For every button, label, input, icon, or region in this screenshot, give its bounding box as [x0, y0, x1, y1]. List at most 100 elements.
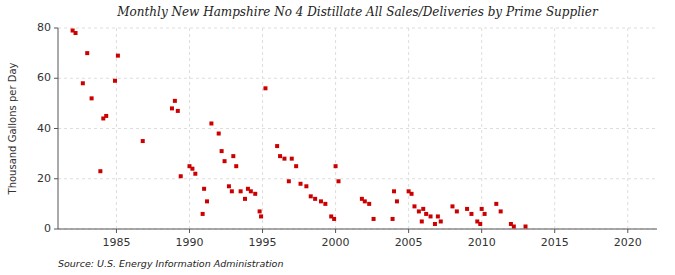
point — [323, 202, 327, 206]
y-tick-label: 40 — [37, 122, 51, 135]
point — [170, 106, 174, 110]
y-tick-label: 60 — [37, 71, 51, 84]
point — [74, 31, 78, 35]
point — [478, 222, 482, 226]
x-tick — [408, 229, 409, 233]
x-tick-label: 2005 — [395, 236, 423, 249]
point — [231, 154, 235, 158]
point — [104, 114, 108, 118]
point — [81, 81, 85, 85]
point — [469, 212, 473, 216]
point — [205, 199, 209, 203]
point — [367, 202, 371, 206]
point — [429, 214, 433, 218]
x-tick — [262, 229, 263, 233]
point — [243, 197, 247, 201]
y-tick-label: 80 — [37, 21, 51, 34]
points — [71, 29, 528, 229]
point — [249, 189, 253, 193]
point — [319, 199, 323, 203]
point — [524, 224, 528, 228]
point — [483, 212, 487, 216]
point — [190, 167, 194, 171]
x-tick-label: 2015 — [541, 236, 569, 249]
point — [499, 209, 503, 213]
point — [141, 139, 145, 143]
point — [116, 54, 120, 58]
point — [455, 209, 459, 213]
title: Monthly New Hampshire No 4 Distillate Al… — [116, 5, 599, 19]
point — [392, 189, 396, 193]
x-tick — [335, 229, 336, 233]
point — [424, 212, 428, 216]
grid-line-y — [58, 28, 657, 29]
x-tick — [116, 229, 117, 233]
point — [420, 219, 424, 223]
point — [85, 51, 89, 55]
point — [465, 207, 469, 211]
x-tick — [627, 229, 628, 233]
point — [98, 169, 102, 173]
y-axis-label: Thousand Gallons per Day — [7, 62, 18, 195]
point — [179, 174, 183, 178]
point — [304, 184, 308, 188]
point — [417, 209, 421, 213]
point — [433, 222, 437, 226]
x-tick — [481, 229, 482, 233]
point — [193, 172, 197, 176]
point — [275, 144, 279, 148]
point — [337, 179, 341, 183]
grid-line-y — [58, 178, 657, 179]
point — [202, 187, 206, 191]
grid-line-x — [627, 28, 628, 229]
point — [412, 204, 416, 208]
point — [209, 121, 213, 125]
point — [391, 217, 395, 221]
point — [299, 182, 303, 186]
grid-line-x — [189, 28, 190, 229]
point — [294, 164, 298, 168]
point — [278, 154, 282, 158]
point — [313, 197, 317, 201]
x-tick-label: 2000 — [322, 236, 350, 249]
point — [309, 194, 313, 198]
point — [512, 224, 516, 228]
y-tick-label: 0 — [44, 222, 51, 235]
grid-line-x — [554, 28, 555, 229]
point — [201, 212, 205, 216]
y-tick — [54, 178, 58, 179]
grid-line-x — [481, 28, 482, 229]
grid-line-x — [335, 28, 336, 229]
grid-line-x — [262, 28, 263, 229]
point — [290, 157, 294, 161]
grid-line-x — [116, 28, 117, 229]
grid-line-y — [58, 229, 657, 230]
point — [217, 132, 221, 136]
point — [239, 189, 243, 193]
point — [421, 207, 425, 211]
point — [334, 164, 338, 168]
point — [410, 192, 414, 196]
y-tick-label: 20 — [37, 172, 51, 185]
point — [363, 199, 367, 203]
grid — [58, 28, 657, 229]
point — [176, 109, 180, 113]
point — [436, 214, 440, 218]
point — [372, 217, 376, 221]
chart: 0204060801985199019952000200520102015202… — [0, 0, 675, 275]
point — [287, 179, 291, 183]
y-tick — [54, 229, 58, 230]
point — [450, 204, 454, 208]
point — [113, 79, 117, 83]
point — [480, 207, 484, 211]
x-axis-line — [58, 229, 657, 230]
source-note: Source: U.S. Energy Information Administ… — [58, 258, 283, 269]
grid-line-y — [58, 78, 657, 79]
point — [263, 86, 267, 90]
x-tick-label: 1995 — [249, 236, 277, 249]
y-tick — [54, 128, 58, 129]
point — [90, 96, 94, 100]
point — [259, 214, 263, 218]
point — [223, 159, 227, 163]
x-tick-label: 1990 — [175, 236, 203, 249]
